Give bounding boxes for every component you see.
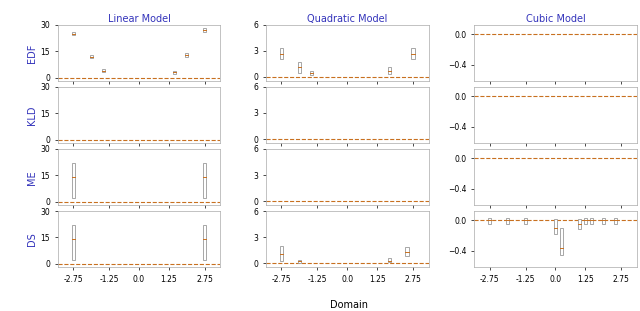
Title: Cubic Model: Cubic Model xyxy=(525,14,586,24)
Y-axis label: KLD: KLD xyxy=(28,105,37,125)
Bar xyxy=(614,218,617,224)
Bar xyxy=(298,62,301,72)
Y-axis label: EDF: EDF xyxy=(28,44,37,63)
Bar xyxy=(310,71,313,75)
Bar xyxy=(554,219,557,234)
Bar xyxy=(584,218,587,224)
Bar xyxy=(506,218,509,224)
Text: Domain: Domain xyxy=(330,300,368,310)
Bar xyxy=(72,225,75,260)
Bar xyxy=(280,246,283,261)
Bar xyxy=(173,71,177,74)
Bar xyxy=(72,163,75,198)
Bar xyxy=(406,248,408,256)
Bar xyxy=(102,69,104,72)
Bar xyxy=(72,32,75,35)
Bar xyxy=(185,53,188,57)
Bar xyxy=(412,48,415,59)
Y-axis label: ME: ME xyxy=(28,170,37,184)
Bar xyxy=(578,219,581,229)
Bar xyxy=(560,228,563,254)
Bar xyxy=(298,260,301,263)
Bar xyxy=(203,225,206,260)
Bar xyxy=(280,48,283,59)
Bar xyxy=(203,28,206,32)
Title: Quadratic Model: Quadratic Model xyxy=(307,14,387,24)
Bar xyxy=(203,163,206,198)
Bar xyxy=(524,218,527,224)
Bar xyxy=(590,218,593,224)
Y-axis label: DS: DS xyxy=(28,232,37,246)
Bar xyxy=(387,67,390,74)
Bar xyxy=(488,218,492,224)
Bar xyxy=(90,55,93,58)
Bar xyxy=(602,218,605,224)
Bar xyxy=(387,258,390,262)
Title: Linear Model: Linear Model xyxy=(108,14,170,24)
